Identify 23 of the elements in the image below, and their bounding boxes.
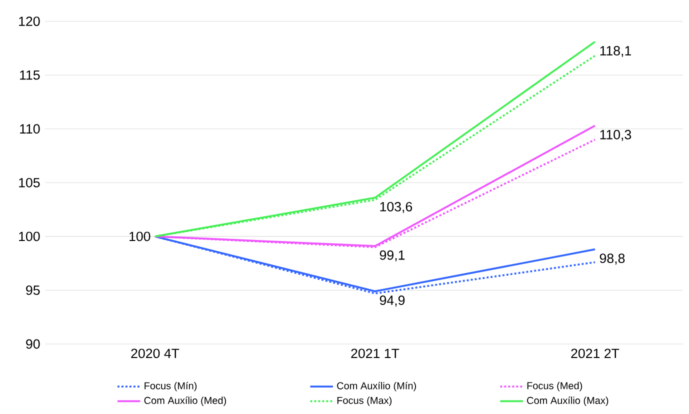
- data-label: 110,3: [600, 130, 632, 141]
- y-tick-label: 95: [26, 285, 40, 295]
- y-tick-label: 90: [26, 339, 40, 349]
- y-tick-label: 105: [19, 178, 40, 188]
- y-tick-label: 115: [20, 70, 40, 80]
- y-tick-label: 120: [19, 16, 40, 26]
- data-label: 118,1: [600, 46, 631, 58]
- x-tick-label: 2021 2T: [571, 348, 620, 358]
- y-tick-label: 100: [19, 232, 40, 242]
- legend-label: Com Auxílio (Med): [144, 396, 226, 406]
- data-label: 94,9: [380, 296, 405, 307]
- legend-label: Com Auxílio (Mín): [337, 382, 416, 392]
- legend-label: Com Auxílio (Max): [527, 396, 608, 406]
- x-tick-label: 2020 4T: [131, 348, 180, 358]
- data-label: 98,8: [600, 254, 625, 265]
- x-tick-label: 2021 1T: [351, 348, 400, 358]
- legend-label: Focus (Mín): [144, 382, 197, 392]
- data-label: 103,6: [380, 202, 412, 214]
- y-tick-label: 110: [20, 124, 40, 134]
- data-label: 100: [130, 232, 150, 242]
- data-label: 99,1: [380, 250, 405, 262]
- legend-label: Focus (Med): [527, 382, 582, 392]
- legend-label: Focus (Max): [337, 396, 392, 406]
